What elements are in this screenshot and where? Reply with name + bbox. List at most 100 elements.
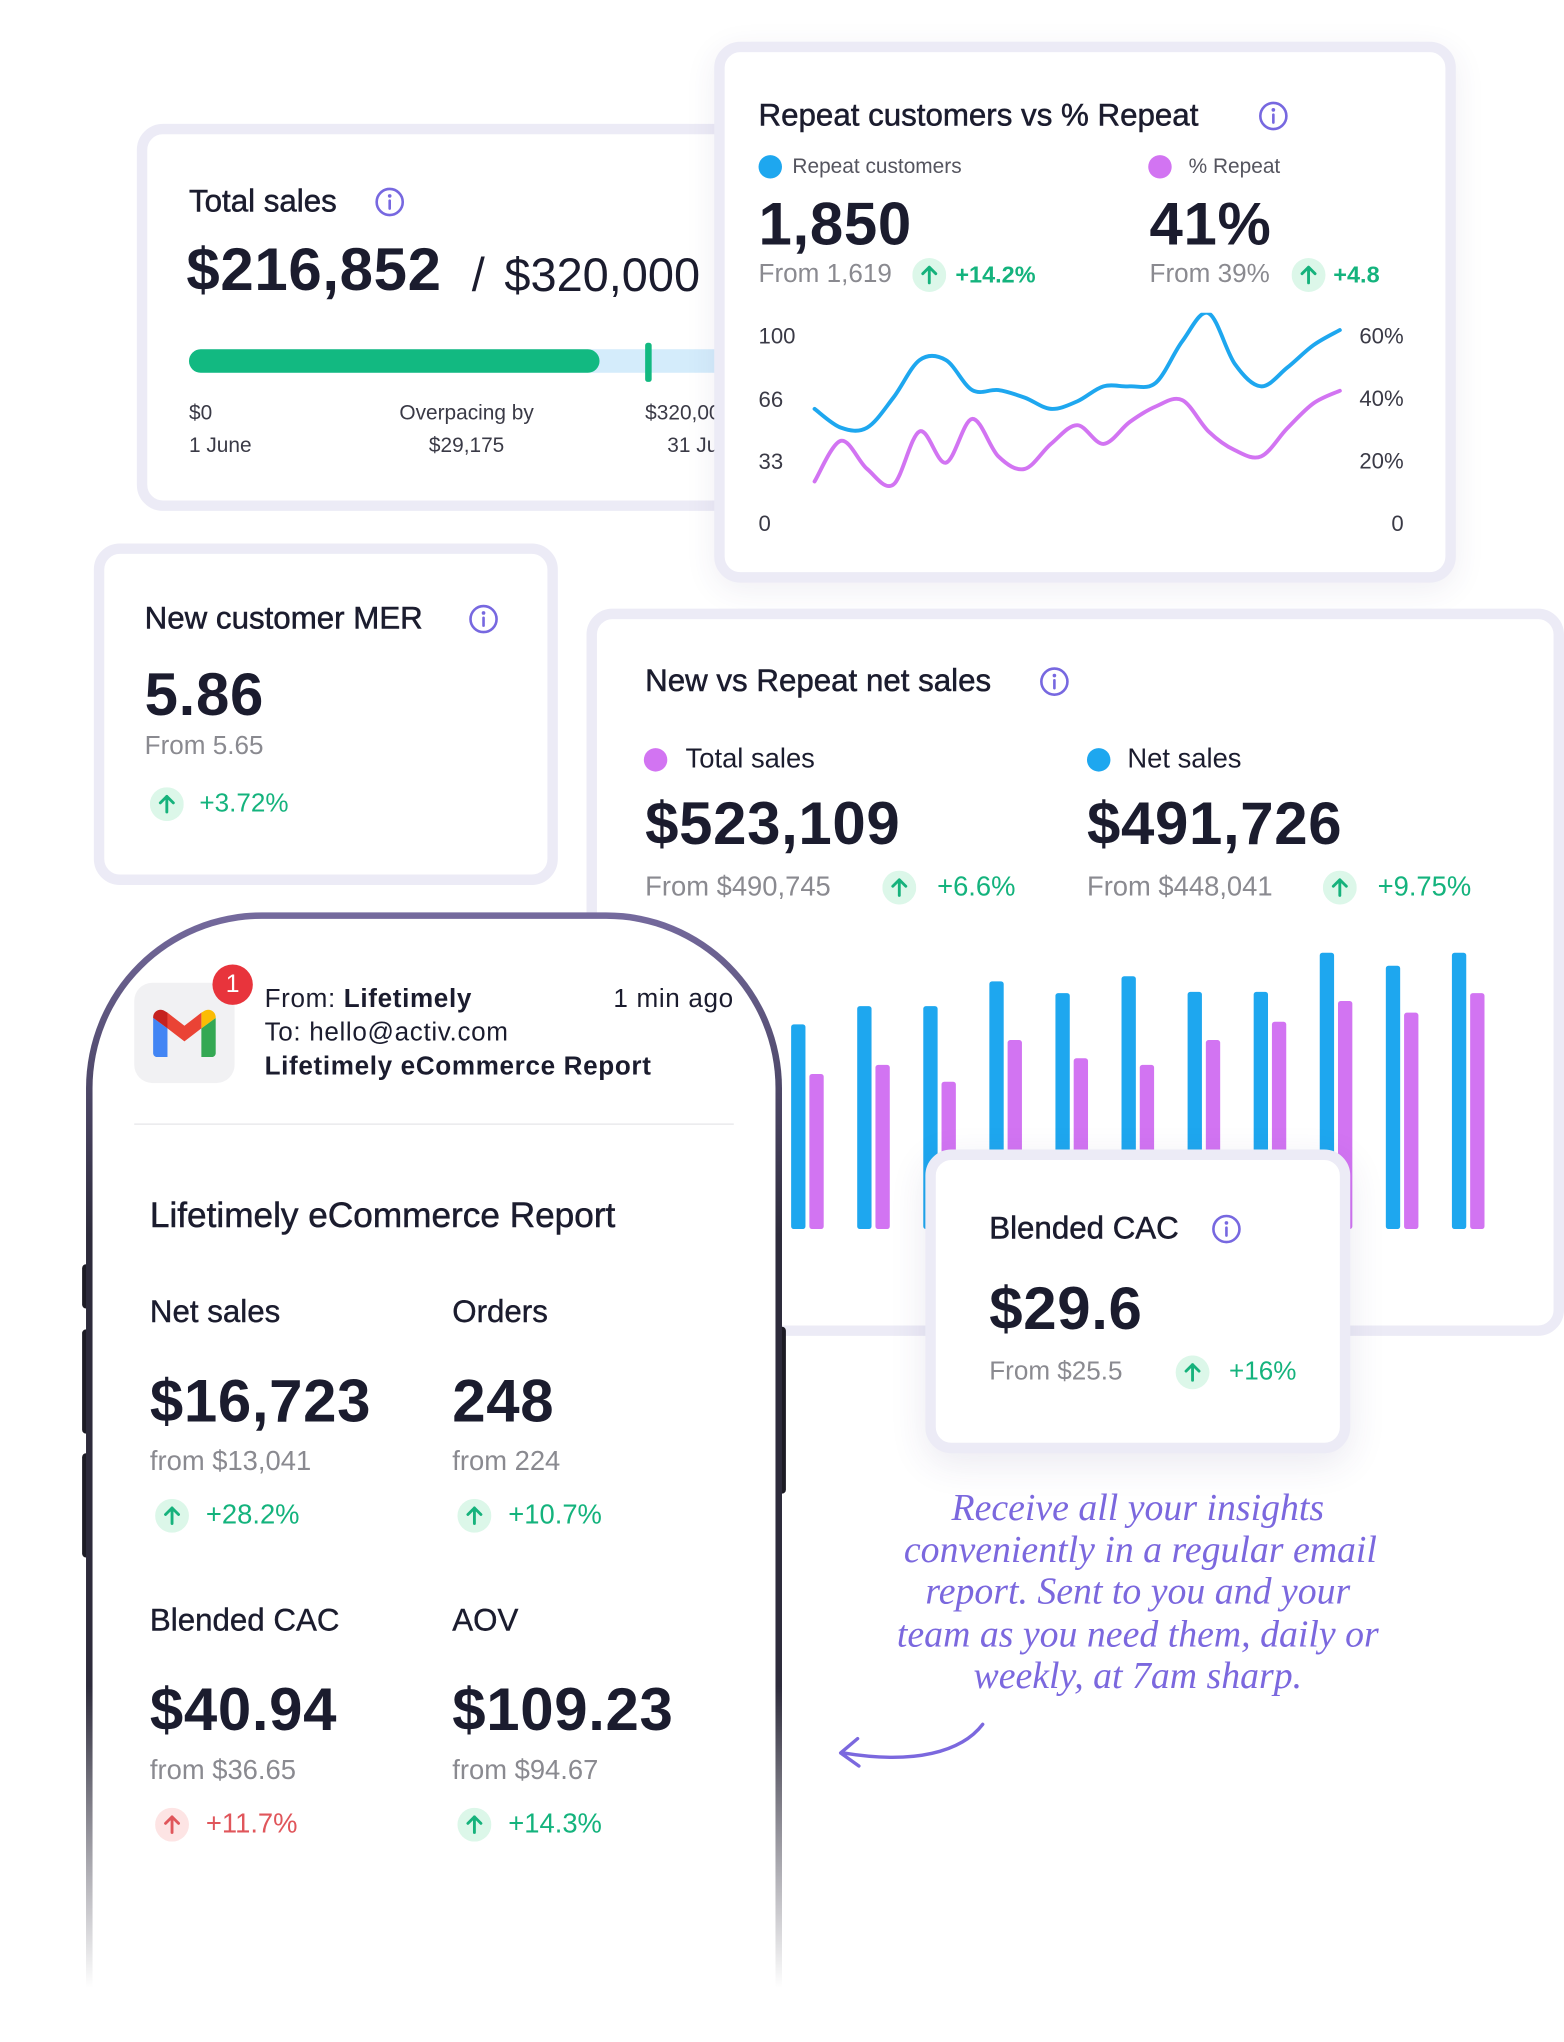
change: +6.6% bbox=[937, 871, 1016, 902]
metric-label: AOV bbox=[452, 1603, 519, 1639]
phone-screen bbox=[92, 918, 776, 2001]
legend-dot bbox=[1086, 748, 1111, 772]
metric-label: Net sales bbox=[149, 1294, 281, 1330]
info-icon[interactable] bbox=[1039, 666, 1070, 697]
legend-dot bbox=[758, 155, 782, 179]
email-subject: Lifetimely eCommerce Report bbox=[264, 1052, 652, 1082]
value: $29.6 bbox=[989, 1274, 1143, 1342]
chart-title: Repeat customers vs % Repeat bbox=[758, 98, 1199, 134]
target: $320,000 bbox=[504, 248, 701, 302]
trend-icon bbox=[457, 1807, 492, 1842]
caption-line: team as you need them, daily or bbox=[896, 1613, 1379, 1656]
report-title: Lifetimely eCommerce Report bbox=[149, 1195, 616, 1236]
card bbox=[93, 543, 558, 885]
pace-marker bbox=[645, 342, 652, 382]
legend-label: Net sales bbox=[1127, 744, 1242, 775]
metric-label: Blended CAC bbox=[149, 1603, 340, 1639]
info-icon[interactable] bbox=[468, 603, 499, 634]
metric-change: +28.2% bbox=[205, 1500, 300, 1531]
bar bbox=[809, 1073, 824, 1230]
from: From 5.65 bbox=[144, 731, 264, 761]
trend-icon bbox=[1322, 870, 1357, 905]
from: From $25.5 bbox=[989, 1357, 1123, 1387]
change: +14.2% bbox=[955, 261, 1036, 288]
y2-tick-label: 20% bbox=[1359, 449, 1403, 474]
info-icon[interactable] bbox=[1258, 100, 1289, 131]
bar bbox=[1470, 993, 1485, 1230]
bar bbox=[1404, 1012, 1419, 1230]
value: 1,850 bbox=[758, 189, 912, 258]
from: From 1,619 bbox=[758, 260, 892, 289]
card bbox=[925, 1149, 1351, 1454]
y-tick-label: 66 bbox=[759, 387, 784, 412]
bar bbox=[875, 1064, 890, 1230]
trend-icon bbox=[457, 1498, 492, 1533]
y2-tick-label: 40% bbox=[1359, 386, 1403, 411]
sender: Lifetimely bbox=[343, 984, 472, 1014]
value: 5.86 bbox=[144, 660, 264, 728]
metric-value: $40.94 bbox=[149, 1675, 338, 1744]
progress-fill bbox=[188, 349, 600, 373]
from-label: From: bbox=[264, 984, 336, 1014]
metric-change: +14.3% bbox=[508, 1808, 602, 1839]
bar bbox=[791, 1024, 806, 1230]
legend-label: Total sales bbox=[685, 744, 815, 775]
info-icon[interactable] bbox=[1211, 1213, 1242, 1244]
metric-value: 248 bbox=[452, 1366, 555, 1435]
y2-tick-label: 60% bbox=[1359, 323, 1403, 348]
trend-icon bbox=[1175, 1355, 1210, 1390]
metric-from: from $94.67 bbox=[452, 1755, 599, 1786]
metric-from: from $13,041 bbox=[149, 1446, 312, 1477]
y-tick-label: 0 bbox=[759, 511, 771, 536]
trend-icon bbox=[1291, 258, 1326, 292]
value: 41% bbox=[1149, 189, 1272, 258]
trend-icon bbox=[155, 1807, 189, 1842]
badge: 1 bbox=[212, 964, 253, 1005]
trend-icon bbox=[149, 787, 184, 822]
card-title: Total sales bbox=[188, 184, 337, 220]
metric-change: +10.7% bbox=[508, 1500, 602, 1531]
legend-dot bbox=[1148, 155, 1172, 179]
legend-label: Repeat customers bbox=[792, 156, 962, 179]
change: +4.8 bbox=[1333, 261, 1380, 288]
metric-from: from 224 bbox=[452, 1446, 561, 1477]
metric-label: Orders bbox=[452, 1294, 548, 1330]
card bbox=[136, 123, 763, 511]
value: $216,852 bbox=[186, 235, 442, 304]
trend-icon bbox=[155, 1498, 189, 1533]
trend-icon bbox=[912, 258, 947, 292]
pacing-label: Overpacing by bbox=[399, 402, 534, 425]
caption-line: report. Sent to you and your bbox=[925, 1570, 1351, 1613]
email-time: 1 min ago bbox=[613, 984, 734, 1014]
divider bbox=[134, 1123, 734, 1125]
y2-tick-label: 0 bbox=[1391, 511, 1403, 536]
chart-title: New vs Repeat net sales bbox=[645, 663, 992, 699]
y-tick-label: 100 bbox=[759, 323, 796, 348]
y-tick-label: 33 bbox=[759, 449, 784, 474]
value: $491,726 bbox=[1086, 789, 1343, 858]
from: From $448,041 bbox=[1086, 871, 1273, 902]
info-icon[interactable] bbox=[374, 186, 405, 217]
caption-line: Receive all your insights bbox=[951, 1487, 1325, 1530]
end-amount: $320,000 bbox=[645, 402, 733, 425]
line-chart: 0 33 66 100 0 20% 40% 60% bbox=[759, 312, 1404, 536]
card bbox=[714, 41, 1456, 583]
line bbox=[812, 312, 1342, 433]
change: +16% bbox=[1229, 1357, 1297, 1387]
arrow bbox=[838, 1722, 985, 1768]
pacing-amount: $29,175 bbox=[428, 435, 505, 458]
metric-from: from $36.65 bbox=[149, 1755, 296, 1786]
start-amount: $0 bbox=[188, 402, 213, 425]
gmail-logo bbox=[153, 1009, 216, 1058]
bar bbox=[857, 1006, 872, 1230]
from: From 39% bbox=[1149, 260, 1270, 289]
metric-change: +11.7% bbox=[205, 1808, 298, 1839]
start-date: 1 June bbox=[188, 435, 252, 458]
caption-line: weekly, at 7am sharp. bbox=[973, 1655, 1303, 1698]
